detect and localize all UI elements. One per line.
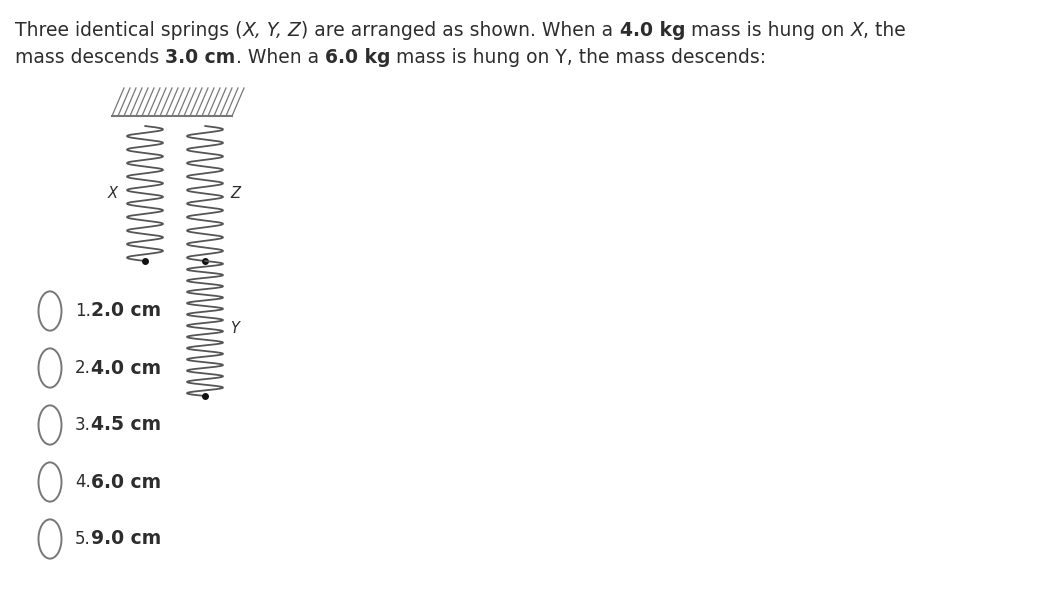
- Text: Z: Z: [230, 186, 240, 201]
- Text: , the: , the: [863, 21, 906, 40]
- Text: 6.0 cm: 6.0 cm: [90, 472, 161, 492]
- Text: . When a: . When a: [235, 48, 325, 67]
- Text: X: X: [850, 21, 863, 40]
- Text: mass is hung on Y, the mass descends:: mass is hung on Y, the mass descends:: [390, 48, 766, 67]
- Text: X: X: [108, 186, 118, 201]
- Text: Y: Y: [230, 321, 240, 336]
- Text: 9.0 cm: 9.0 cm: [90, 530, 161, 548]
- Text: 2.: 2.: [75, 359, 90, 377]
- Text: 4.5 cm: 4.5 cm: [90, 416, 161, 434]
- Text: mass is hung on: mass is hung on: [685, 21, 850, 40]
- Text: 2.0 cm: 2.0 cm: [90, 301, 161, 320]
- Text: 4.0 cm: 4.0 cm: [90, 359, 161, 378]
- Text: ) are arranged as shown. When a: ) are arranged as shown. When a: [302, 21, 619, 40]
- Text: mass descends: mass descends: [15, 48, 165, 67]
- Text: 6.0 kg: 6.0 kg: [325, 48, 390, 67]
- Text: 4.0 kg: 4.0 kg: [619, 21, 685, 40]
- Text: 4.: 4.: [75, 473, 90, 491]
- Text: 3.: 3.: [75, 416, 90, 434]
- Text: 5.: 5.: [75, 530, 90, 548]
- Text: X, Y, Z: X, Y, Z: [243, 21, 302, 40]
- Text: 3.0 cm: 3.0 cm: [165, 48, 235, 67]
- Text: Three identical springs (: Three identical springs (: [15, 21, 243, 40]
- Text: 1.: 1.: [75, 302, 90, 320]
